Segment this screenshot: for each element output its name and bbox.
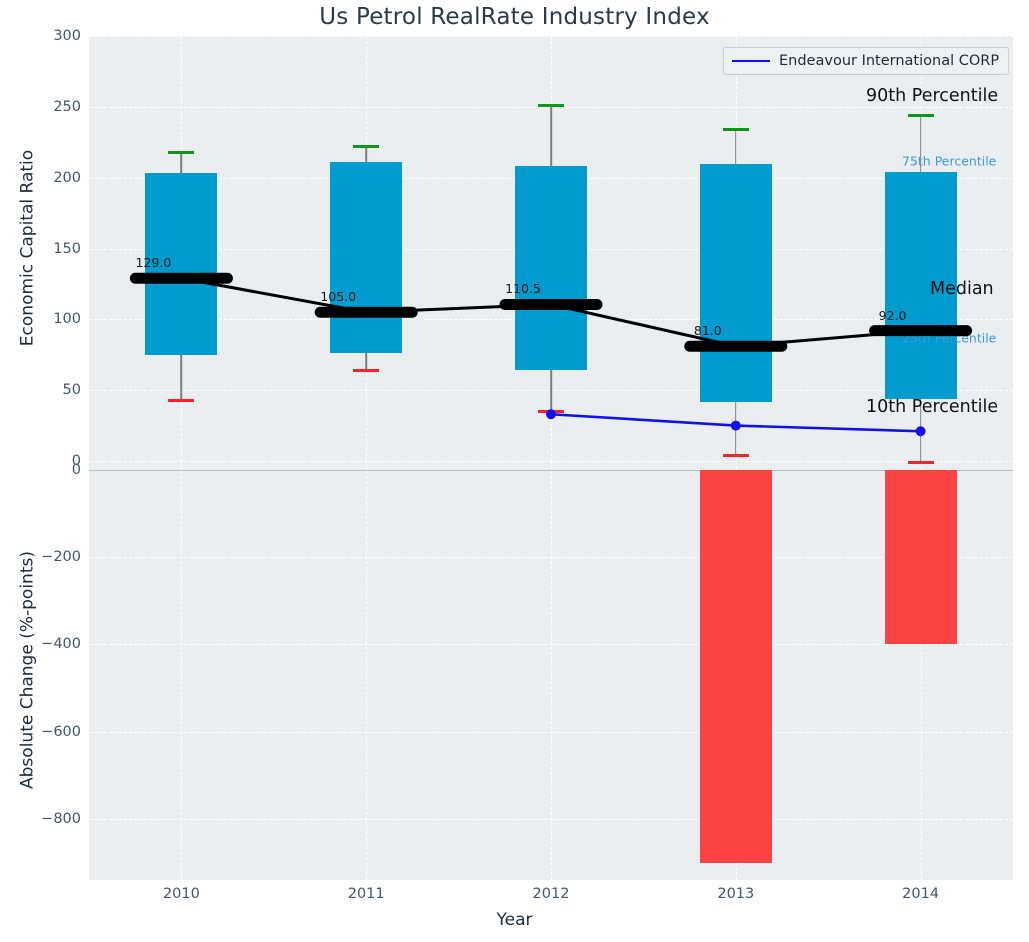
y-axis-tick-label: 300 xyxy=(53,28,81,44)
annotation-p90: 90th Percentile xyxy=(866,86,999,106)
whisker-cap-p10 xyxy=(538,410,564,414)
y-axis-tick-label: 50 xyxy=(62,382,81,399)
gridline-vertical xyxy=(366,461,368,880)
median-value-label: 105.0 xyxy=(320,289,357,305)
x-axis-title: Year xyxy=(496,910,533,930)
negative-change-bar xyxy=(699,469,772,863)
whisker-cap-p10 xyxy=(168,398,195,403)
negative-change-bar xyxy=(884,469,957,645)
whisker-cap-p10 xyxy=(722,453,749,458)
y-axis-tick-label: −600 xyxy=(41,723,81,740)
x-axis-tick-label: 2013 xyxy=(717,886,755,902)
legend-line-swatch xyxy=(732,60,770,62)
y-axis-tick-label: −800 xyxy=(41,810,81,827)
whisker-cap-p90 xyxy=(168,150,195,155)
annotation-p75: 75th Percentile xyxy=(902,153,997,169)
annotation-p10: 10th Percentile xyxy=(866,397,999,417)
x-axis-tick-label: 2014 xyxy=(902,886,940,902)
box-iqr xyxy=(330,162,403,354)
whisker-cap-p10 xyxy=(907,461,934,465)
y-axis-tick-label: 100 xyxy=(53,311,81,328)
whisker-cap-p90 xyxy=(353,145,380,149)
y-axis-tick-label: 250 xyxy=(53,98,81,115)
whisker-cap-p90 xyxy=(722,128,749,132)
gridline-vertical xyxy=(551,461,552,880)
whisker-cap-p10 xyxy=(353,368,380,373)
box-iqr xyxy=(515,166,587,371)
gridline-vertical xyxy=(181,461,183,880)
whisker-cap-p90 xyxy=(538,104,564,108)
x-axis-tick-label: 2011 xyxy=(347,886,385,902)
annotation-p25: 25th Percentile xyxy=(902,330,997,346)
y-axis-tick-label: 150 xyxy=(53,240,81,257)
median-value-label: 81.0 xyxy=(693,323,722,339)
annotation-median: Median xyxy=(930,279,994,299)
y-axis-tick-label: 200 xyxy=(53,169,81,186)
y-axis-tick-label: 0 xyxy=(71,461,81,478)
median-value-label: 110.5 xyxy=(505,281,541,297)
chart-title: Us Petrol RealRate Industry Index xyxy=(319,4,710,30)
legend[interactable]: Endeavour International CORP xyxy=(723,47,1010,75)
legend-label: Endeavour International CORP xyxy=(779,53,1000,69)
median-value-label: 92.0 xyxy=(878,307,907,323)
y-axis-tick-label: −400 xyxy=(41,636,81,653)
lower-y-axis-title: Absolute Change (%-points) xyxy=(17,550,37,789)
box-iqr xyxy=(699,163,772,402)
x-axis-tick-label: 2010 xyxy=(162,886,200,902)
x-axis-tick-label: 2012 xyxy=(532,886,570,902)
gridline-vertical xyxy=(920,461,922,880)
upper-y-axis-title: Economic Capital Ratio xyxy=(17,149,37,346)
y-axis-tick-label: −200 xyxy=(41,549,81,566)
whisker-cap-p90 xyxy=(907,113,934,118)
y-axis-tick-label: 0 xyxy=(71,453,81,469)
median-value-label: 129.0 xyxy=(135,255,172,271)
